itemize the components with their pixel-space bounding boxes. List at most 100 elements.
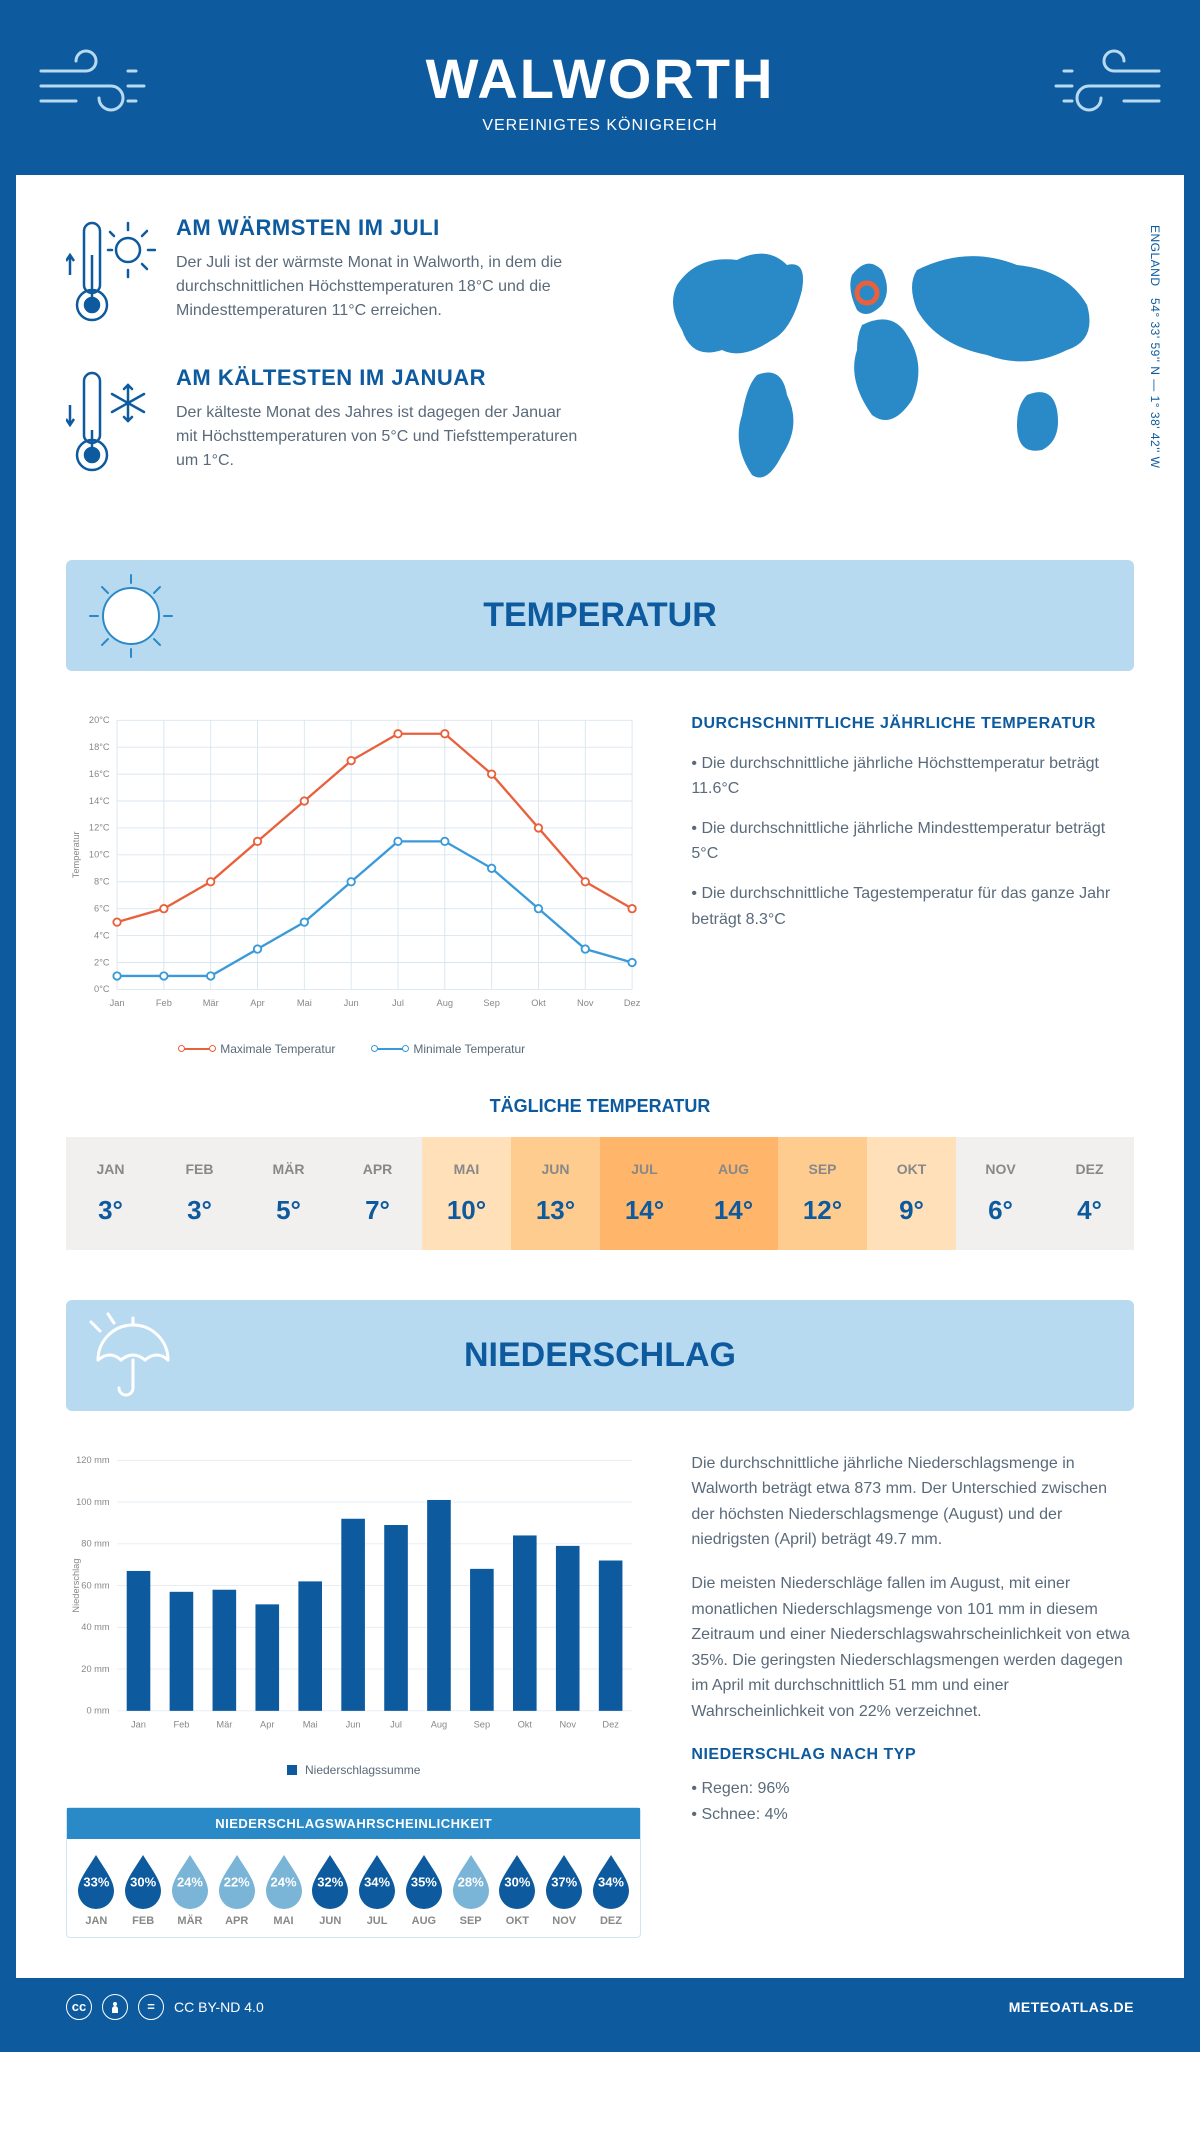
svg-text:8°C: 8°C [94,877,110,887]
precip-prob-cell: 33% JAN [73,1853,120,1927]
page-frame: WALWORTH VEREINIGTES KÖNIGREICH [0,0,1200,2052]
temperature-legend: Maximale Temperatur Minimale Temperatur [66,1042,641,1056]
svg-text:80 mm: 80 mm [81,1538,110,1548]
daily-temp-cell: FEB3° [155,1137,244,1250]
svg-text:Okt: Okt [518,1719,533,1729]
svg-text:16°C: 16°C [89,769,110,779]
svg-text:Dez: Dez [602,1719,619,1729]
svg-text:18°C: 18°C [89,742,110,752]
svg-text:Okt: Okt [531,998,546,1008]
svg-text:10°C: 10°C [89,850,110,860]
precip-prob-cell: 28% SEP [447,1853,494,1927]
precipitation-banner: NIEDERSCHLAG [66,1300,1134,1411]
precip-prob-cell: 30% FEB [120,1853,167,1927]
svg-text:0°C: 0°C [94,984,110,994]
svg-text:14°C: 14°C [89,796,110,806]
svg-text:Mai: Mai [297,998,312,1008]
thermometer-sun-icon [66,215,156,335]
coldest-fact: AM KÄLTESTEN IM JANUAR Der kälteste Mona… [66,365,580,485]
temperature-chart: 0°C 2°C 4°C 6°C 8°C 10°C 12°C 14°C 16°C 18°C 20°C J… [66,711,641,1056]
svg-text:Sep: Sep [474,1719,491,1729]
svg-text:Nov: Nov [559,1719,576,1729]
svg-text:Apr: Apr [260,1719,274,1729]
svg-text:60 mm: 60 mm [81,1580,110,1590]
country-subtitle: VEREINIGTES KÖNIGREICH [36,117,1164,135]
svg-text:Jun: Jun [346,1719,361,1729]
cc-icon: cc [66,1994,92,2020]
svg-text:Feb: Feb [173,1719,189,1729]
coordinates-label: ENGLAND 54° 33' 59'' N — 1° 38' 42'' W [1148,225,1162,468]
svg-text:6°C: 6°C [94,903,110,913]
daily-temp-cell: AUG14° [689,1137,778,1250]
coldest-title: AM KÄLTESTEN IM JANUAR [176,365,580,391]
svg-text:Jan: Jan [110,998,125,1008]
daily-temp-cell: MAI10° [422,1137,511,1250]
daily-temp-cell: DEZ4° [1045,1137,1134,1250]
svg-text:Jan: Jan [131,1719,146,1729]
coldest-text: Der kälteste Monat des Jahres ist dagege… [176,401,580,473]
header: WALWORTH VEREINIGTES KÖNIGREICH [16,16,1184,175]
svg-text:Aug: Aug [437,998,454,1008]
svg-text:Mai: Mai [303,1719,318,1729]
svg-text:Apr: Apr [250,998,264,1008]
location-title: WALWORTH [36,46,1164,111]
daily-temperature-table: JAN3° FEB3° MÄR5° APR7° MAI10° JUN13° JU… [66,1137,1134,1250]
daily-temp-cell: OKT9° [867,1137,956,1250]
svg-text:Temperatur: Temperatur [71,831,81,878]
site-label: METEOATLAS.DE [1009,1999,1134,2015]
precip-prob-cell: 24% MÄR [167,1853,214,1927]
daily-temp-cell: JUL14° [600,1137,689,1250]
precipitation-probability-box: NIEDERSCHLAGSWAHRSCHEINLICHKEIT 33% JAN … [66,1807,641,1938]
world-map [620,215,1134,515]
precipitation-description: Die durchschnittliche jährliche Niedersc… [691,1451,1134,1938]
svg-text:Niederschlag: Niederschlag [71,1558,81,1612]
svg-text:20°C: 20°C [89,715,110,725]
warmest-text: Der Juli ist der wärmste Monat in Walwor… [176,251,580,323]
svg-text:2°C: 2°C [94,957,110,967]
daily-temp-heading: TÄGLICHE TEMPERATUR [66,1096,1134,1117]
temperature-banner: TEMPERATUR [66,560,1134,671]
legend-item: Maximale Temperatur [182,1042,335,1056]
precip-prob-cell: 34% JUL [354,1853,401,1927]
precip-prob-cell: 37% NOV [541,1853,588,1927]
daily-temp-cell: APR7° [333,1137,422,1250]
precip-prob-cell: 24% MAI [260,1853,307,1927]
daily-temp-cell: SEP12° [778,1137,867,1250]
precip-prob-cell: 32% JUN [307,1853,354,1927]
svg-text:Aug: Aug [431,1719,448,1729]
svg-text:Mär: Mär [203,998,219,1008]
precip-prob-cell: 30% OKT [494,1853,541,1927]
license-label: CC BY-ND 4.0 [174,1999,264,2015]
precip-prob-cell: 35% AUG [400,1853,447,1927]
daily-temp-cell: MÄR5° [244,1137,333,1250]
svg-text:12°C: 12°C [89,823,110,833]
by-icon [102,1994,128,2020]
svg-text:4°C: 4°C [94,930,110,940]
thermometer-snow-icon [66,365,156,485]
temperature-description: DURCHSCHNITTLICHE JÄHRLICHE TEMPERATUR •… [691,711,1134,1056]
umbrella-icon [86,1310,176,1400]
warmest-title: AM WÄRMSTEN IM JULI [176,215,580,241]
precip-prob-cell: 22% APR [213,1853,260,1927]
daily-temp-cell: JUN13° [511,1137,600,1250]
daily-temp-cell: JAN3° [66,1137,155,1250]
svg-text:40 mm: 40 mm [81,1622,110,1632]
svg-text:Jun: Jun [344,998,359,1008]
main-content: AM WÄRMSTEN IM JULI Der Juli ist der wär… [16,175,1184,1978]
precipitation-chart: 0 mm20 mm40 mm60 mm80 mm100 mm120 mmNied… [66,1451,641,1777]
svg-text:100 mm: 100 mm [76,1496,110,1506]
svg-text:Feb: Feb [156,998,172,1008]
svg-text:Dez: Dez [624,998,641,1008]
nd-icon: = [138,1994,164,2020]
svg-text:Nov: Nov [577,998,594,1008]
svg-text:Jul: Jul [390,1719,402,1729]
daily-temp-cell: NOV6° [956,1137,1045,1250]
precipitation-legend: Niederschlagssumme [66,1763,641,1777]
svg-text:0 mm: 0 mm [86,1705,109,1715]
intro-row: AM WÄRMSTEN IM JULI Der Juli ist der wär… [66,215,1134,520]
svg-text:Jul: Jul [392,998,404,1008]
footer: cc = CC BY-ND 4.0 METEOATLAS.DE [16,1978,1184,2036]
wind-icon [36,46,156,126]
legend-item: Minimale Temperatur [375,1042,525,1056]
svg-text:20 mm: 20 mm [81,1663,110,1673]
